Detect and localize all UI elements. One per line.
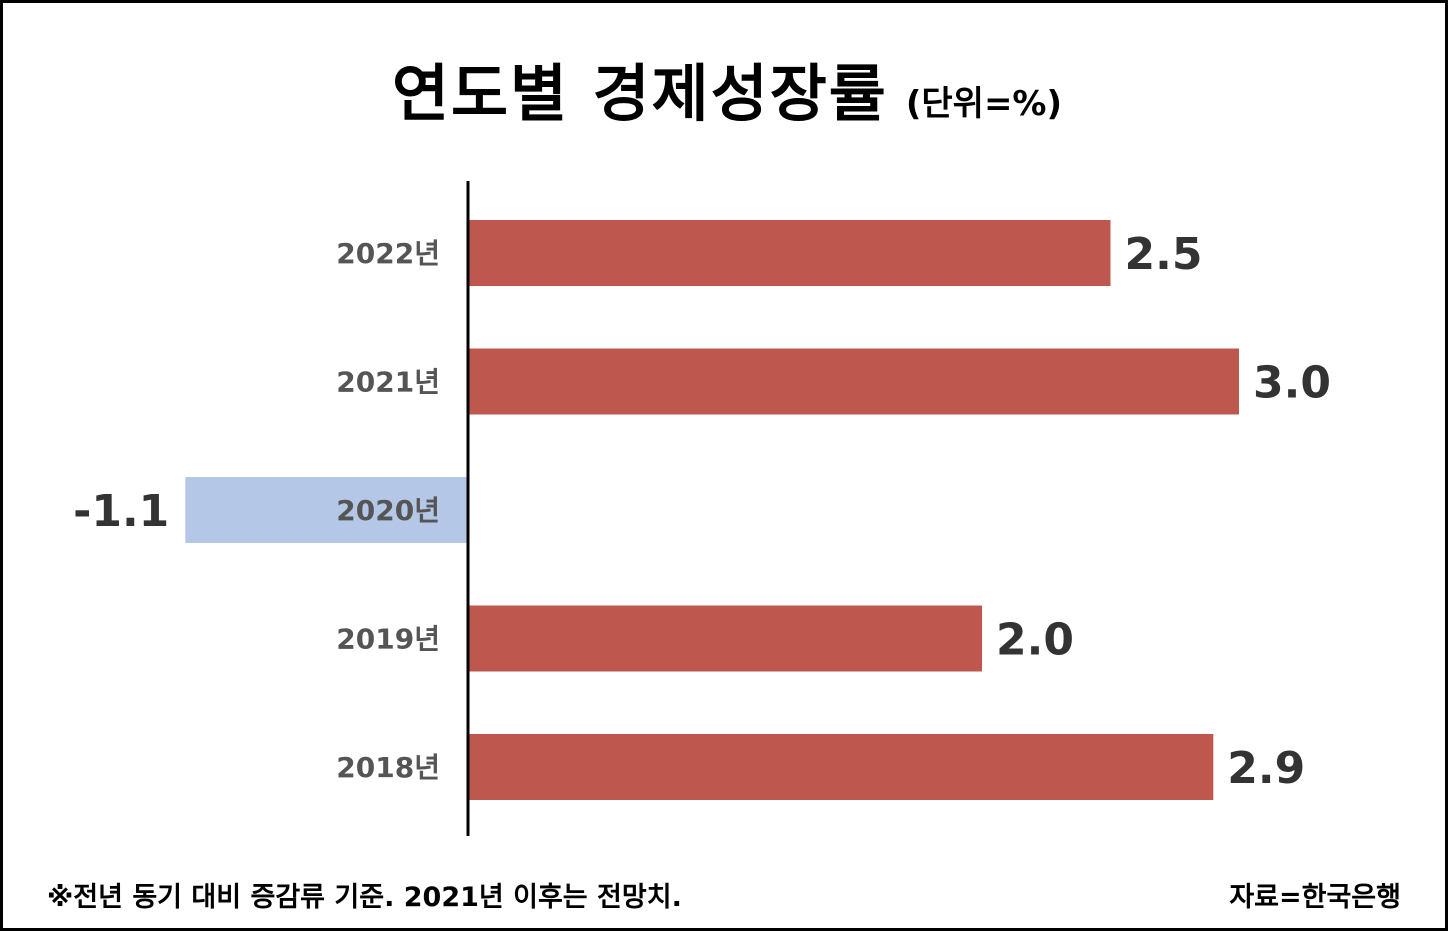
- category-tick-label: 2019년: [336, 623, 440, 656]
- category-tick-label: 2020년: [336, 494, 440, 527]
- category-tick-label: 2022년: [336, 237, 440, 270]
- value-label: -1.1: [73, 486, 169, 537]
- footnote: ※전년 동기 대비 증감류 기준. 2021년 이후는 전망치.: [47, 882, 682, 913]
- chart-title-block: 연도별 경제성장률 (단위=%): [3, 43, 1448, 133]
- bar-positive: [468, 220, 1111, 286]
- value-label: 3.0: [1253, 358, 1331, 409]
- value-label: 2.5: [1125, 229, 1203, 280]
- bar-positive: [468, 348, 1239, 415]
- unit-label: (단위=%): [905, 84, 1063, 124]
- value-label: 2.9: [1227, 743, 1305, 794]
- category-tick-label: 2018년: [336, 751, 440, 784]
- bar-chart: 2022년 2.5 2021년 3.0 2020년 -1.1 2019년 2.0 2018년 2.…: [73, 181, 1331, 836]
- bar-positive: [468, 734, 1214, 800]
- chart-title: 연도별 경제성장률: [391, 57, 888, 130]
- category-tick-label: 2021년: [336, 366, 440, 399]
- value-label: 2.0: [996, 615, 1074, 666]
- bar-negative: [185, 477, 469, 543]
- bar-positive: [468, 605, 982, 672]
- source-note: 자료=한국은행: [1229, 882, 1401, 913]
